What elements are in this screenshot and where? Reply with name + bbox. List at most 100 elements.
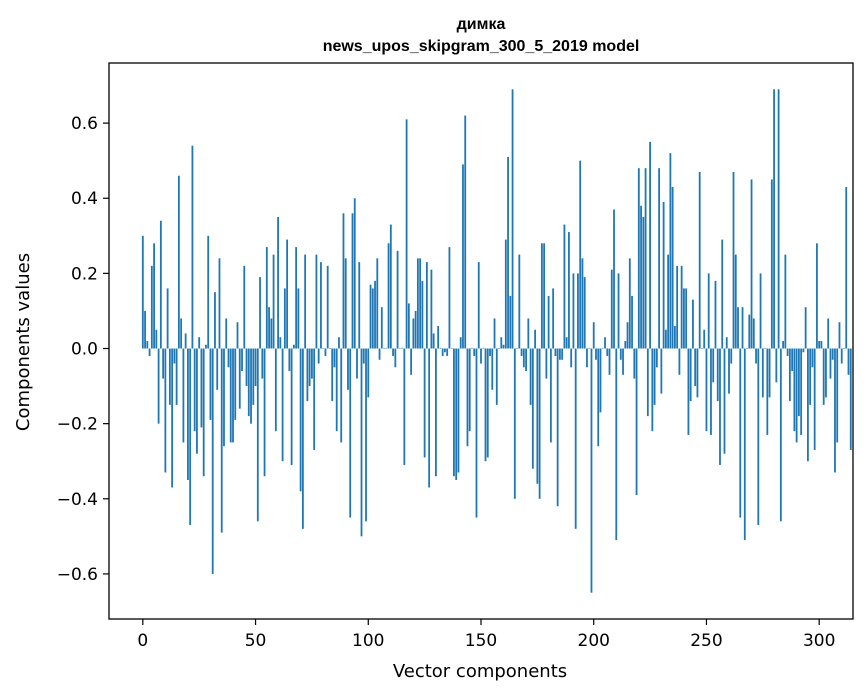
bar [423,348,426,458]
bar [755,348,757,364]
bar [809,348,812,405]
bar [579,160,582,349]
bar [180,318,183,349]
bar [725,337,728,349]
y-tick-label: 0.4 [71,189,98,209]
bar [256,348,259,522]
bar [676,265,679,349]
bar [148,348,151,357]
bar [549,348,552,443]
y-tick-label: −0.2 [57,415,98,435]
bar [250,348,252,424]
bar [376,258,379,349]
bar [642,217,645,349]
bar [227,348,230,368]
bar [529,348,532,405]
bar [475,348,478,518]
bar [581,258,584,349]
bar [371,288,374,349]
bar [671,186,674,349]
bar [802,348,805,353]
bar [392,348,394,357]
bar [764,347,766,349]
bar [678,348,681,375]
bar [389,224,392,349]
bar [378,348,381,360]
bar [211,348,214,574]
bar [489,348,491,357]
bar [586,348,588,368]
bar [311,348,313,379]
bar [525,348,527,372]
bar [511,89,514,349]
bar [687,348,690,435]
bar [360,348,363,537]
bar [694,348,697,387]
bar [664,329,667,349]
bar [829,348,832,379]
bar [732,171,735,349]
bar [308,348,311,387]
bar [480,348,482,364]
bar [660,348,663,394]
bar [820,341,823,349]
y-axis-ticks: −0.6 −0.4 −0.2 0.0 0.2 0.4 0.6 [57,114,109,585]
bar [527,318,530,349]
bar [748,314,751,349]
bar [818,341,821,349]
bar [766,348,769,435]
bar [502,344,505,349]
bar [795,348,798,443]
bar [320,262,322,349]
bar [716,348,719,402]
bar [430,269,433,349]
bar [396,250,399,349]
bar [331,348,334,402]
bar [462,164,464,349]
bar [531,348,534,469]
bar [500,337,503,349]
bar [658,168,661,349]
bar [254,348,257,387]
bar [646,348,649,417]
bar [836,348,839,443]
bar [705,348,708,432]
bar [241,348,243,372]
bar [281,348,284,462]
bar [234,348,237,420]
bar [752,318,755,349]
bar [608,348,611,375]
y-axis-label: Components values [13,253,34,431]
bar [432,333,435,349]
bar [362,348,365,364]
x-tick-label: 50 [245,631,267,651]
bar [484,348,487,462]
bar [214,292,216,349]
bar [513,348,516,499]
bar [827,318,830,349]
bar [457,348,460,473]
bar [498,347,500,349]
x-tick-label: 0 [137,631,148,651]
bar [624,341,627,349]
bar [446,348,449,357]
bar [739,348,742,518]
bar [773,89,775,349]
bar [270,318,273,349]
bar [295,247,298,349]
bar [791,348,794,372]
bar [232,348,234,443]
bar [522,348,525,368]
bar [351,213,354,349]
bar [274,348,277,432]
bar [495,348,498,405]
bar [653,348,656,405]
x-tick-label: 100 [352,631,384,651]
bar [349,348,352,518]
bar [367,348,370,398]
bar [419,258,422,349]
bar [168,348,171,405]
bar [683,288,685,349]
bar [407,303,410,349]
bar [141,235,144,349]
